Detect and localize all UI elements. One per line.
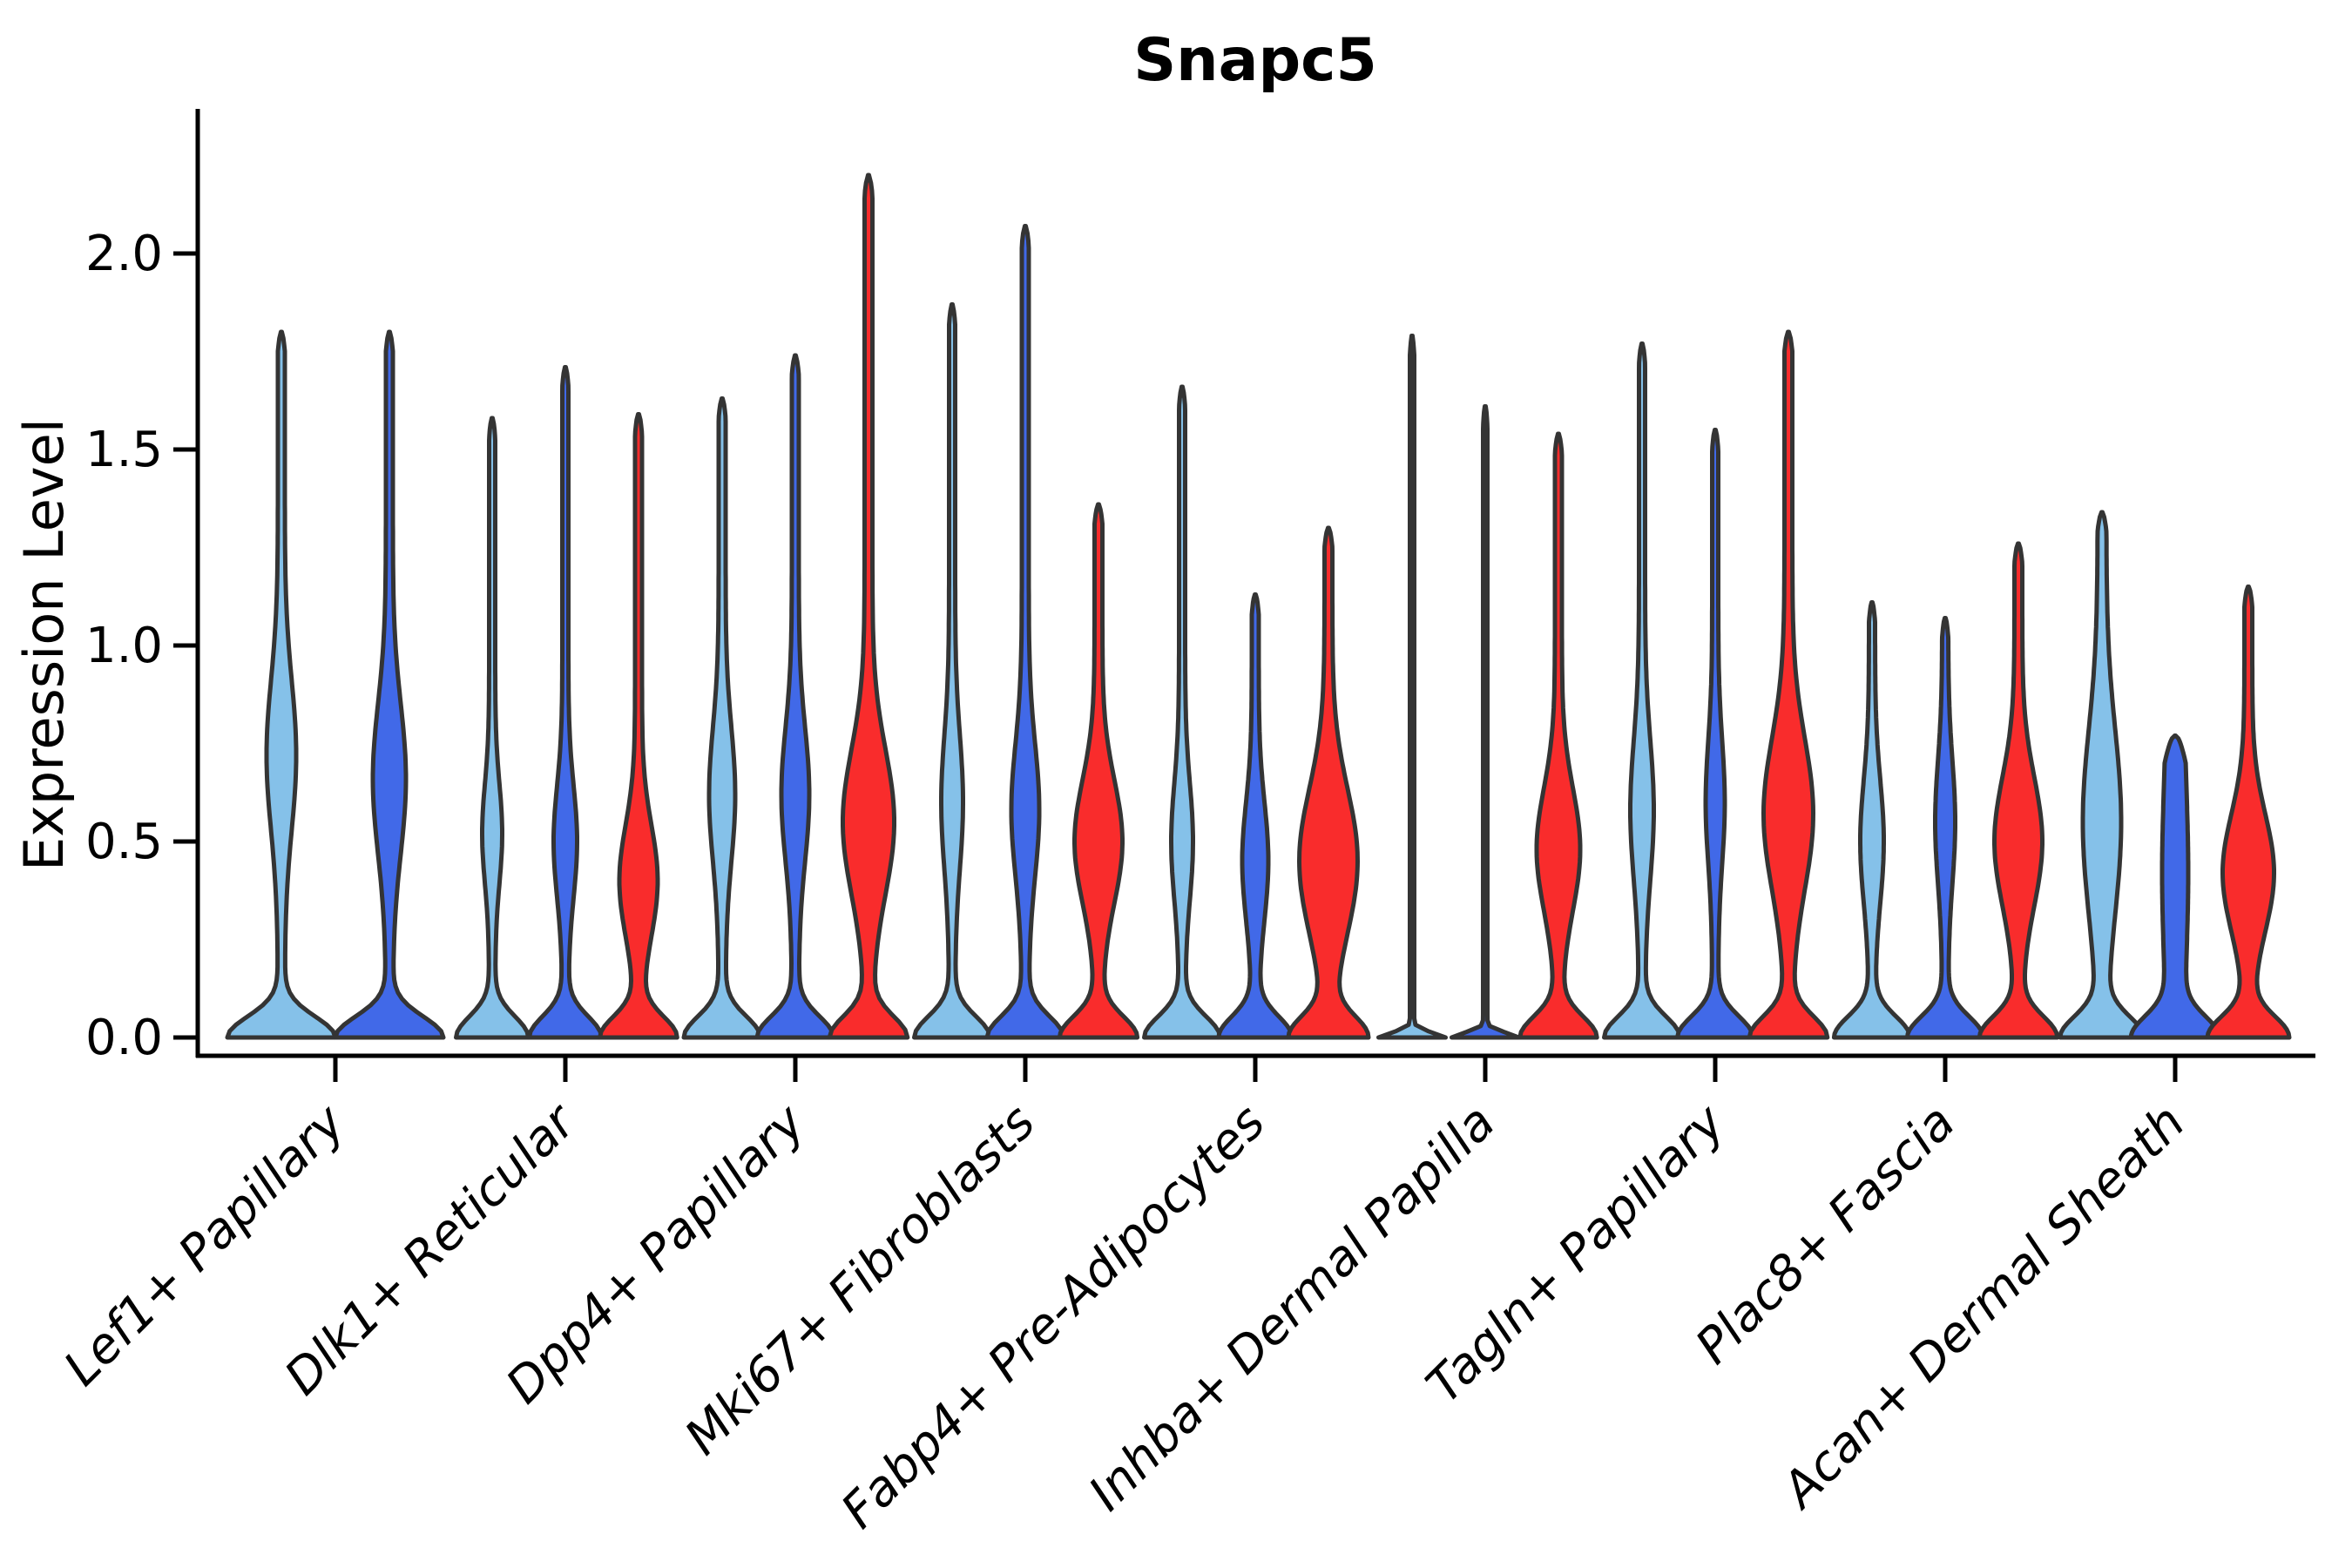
y-tick-label: 0.5 (85, 814, 163, 870)
violin-dpp4-dark_blue (754, 353, 836, 1040)
y-tick-label: 1.0 (85, 618, 163, 674)
y-axis-label: Expression Level (12, 418, 76, 871)
violin-dlk1-light_blue (454, 416, 531, 1040)
violins (225, 172, 2292, 1040)
x-category-label: Inhba+ Dermal Papilla (1078, 1094, 1506, 1522)
violin-tagln-red (1747, 329, 1830, 1040)
violin-mki67-red (1057, 502, 1140, 1040)
violin-plac8-light_blue (1831, 600, 1913, 1040)
y-tick-labels: 0.0 0.5 1.0 1.5 2.0 (85, 226, 163, 1066)
violin-inhba-light_blue (1376, 334, 1448, 1040)
violin-dpp4-light_blue (681, 396, 763, 1040)
violin-tagln-light_blue (1602, 341, 1682, 1040)
x-category-label: Fabp4+ Pre-Adipocytes (831, 1094, 1276, 1539)
violin-inhba-dark_blue (1450, 404, 1521, 1040)
y-tick-label: 1.5 (85, 422, 163, 478)
violin-fabp4-light_blue (1142, 384, 1222, 1040)
y-tick-label: 0.0 (85, 1010, 163, 1066)
violin-lef1-dark_blue (333, 329, 446, 1040)
violin-dlk1-dark_blue (527, 365, 604, 1040)
violin-fabp4-dark_blue (1216, 592, 1294, 1040)
violin-mki67-dark_blue (984, 224, 1066, 1040)
violin-mki67-light_blue (912, 302, 992, 1040)
axes (173, 109, 2315, 1082)
y-tick-label: 2.0 (85, 226, 163, 282)
violin-inhba-red (1517, 431, 1599, 1040)
violin-dpp4-red (827, 172, 910, 1040)
violin-lef1-light_blue (225, 329, 338, 1040)
x-category-label: Acan+ Dermal Sheath (1770, 1094, 2196, 1520)
chart-title: Snapc5 (1133, 26, 1377, 95)
violin-acan-light_blue (2058, 510, 2146, 1040)
violin-plac8-dark_blue (1905, 616, 1985, 1040)
violin-dlk1-red (598, 412, 679, 1040)
violin-acan-red (2205, 585, 2292, 1040)
violin-fabp4-red (1286, 525, 1371, 1040)
violin-acan-dark_blue (2128, 733, 2222, 1040)
violin-tagln-dark_blue (1675, 428, 1755, 1040)
violin-plac8-red (1977, 541, 2060, 1040)
